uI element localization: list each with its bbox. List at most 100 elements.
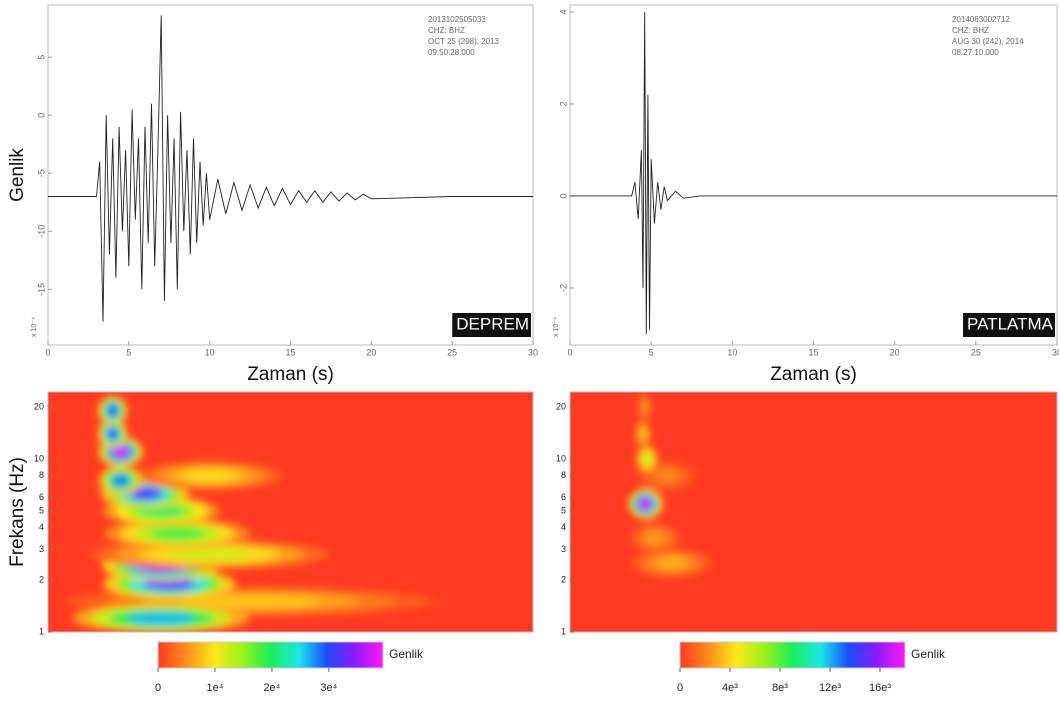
blob-ring (181, 469, 238, 483)
x-tick-label: 25 (447, 347, 457, 357)
y-tick-label: 2 (39, 574, 44, 584)
x-tick-label: 0 (45, 347, 50, 357)
blob (635, 444, 659, 474)
waveform (48, 15, 533, 322)
colorbar-tick-label: 1e⁴ (206, 682, 223, 694)
x-tick-label: 10 (727, 347, 737, 357)
y-axis-title: Genlik (7, 148, 28, 202)
y-tick-label: 6 (561, 492, 566, 502)
x-tick-label: 15 (285, 347, 295, 357)
blobs (65, 395, 435, 632)
x-tick-label: 20 (366, 347, 376, 357)
y-tick-label: 6 (39, 492, 44, 502)
waveform (570, 11, 1057, 335)
x-tick-label: 15 (808, 347, 818, 357)
blob-ring (640, 427, 646, 441)
x-tick-label: 0 (567, 347, 572, 357)
y-tick-label: 20 (34, 401, 44, 411)
y-tick-label: 4 (39, 522, 44, 532)
x-tick-label: 5 (126, 347, 131, 357)
blob (629, 523, 682, 553)
spectrogram (48, 392, 533, 632)
colorbar-tick-label: 2e⁴ (263, 682, 280, 694)
blob-ring (642, 400, 647, 414)
x-tick-label: 30 (528, 347, 538, 357)
tag: PATLATMA (963, 313, 1055, 337)
blob (628, 489, 663, 519)
x-tick-label: 25 (971, 347, 981, 357)
colorbar-tick-label: 3e⁴ (320, 682, 337, 694)
blob-ring (638, 497, 653, 511)
x-tick-label: 10 (205, 347, 215, 357)
y-axis-title: Frekans (Hz) (7, 457, 28, 567)
colorbar-tick-label: 4e³ (722, 682, 738, 694)
blob-ring (645, 531, 666, 545)
y-tick-label: -5 (36, 169, 46, 177)
y-tick-label: 10 (34, 453, 44, 463)
y-tick-label: -2 (558, 284, 568, 292)
tag: DEPREM (452, 313, 531, 337)
y-tick-label: 0 (36, 113, 46, 118)
plot-frame (47, 391, 534, 633)
blob-ring (655, 556, 688, 570)
blob-ring (107, 427, 119, 441)
blob-ring (127, 611, 196, 625)
y-tick-label: 8 (39, 470, 44, 480)
x-axis-title: Zaman (s) (770, 364, 857, 385)
y-tick-label: 5 (39, 505, 44, 515)
blob (630, 548, 713, 578)
x-axis-title: Zaman (s) (247, 364, 334, 385)
y-tick-label: 1 (561, 626, 566, 636)
header-text: OCT 25 (298), 2013 (428, 37, 500, 46)
colorbar-tick-label: 8e³ (772, 682, 788, 694)
blob (638, 392, 651, 422)
blob-ring (179, 595, 321, 608)
blob-ring (107, 404, 119, 418)
colorbar-tick-label: 12e³ (819, 682, 841, 694)
blob (635, 418, 651, 449)
y-tick-label: 20 (556, 401, 566, 411)
y-tick-label: 2 (558, 101, 568, 106)
header-text: AUG 30 (242), 2014 (952, 37, 1024, 46)
blob (72, 603, 250, 632)
blob-ring (112, 474, 130, 488)
colorbar (157, 641, 384, 669)
colorbar-label: Genlik (911, 647, 946, 661)
y-tick-label: 4 (558, 9, 568, 14)
blob-ring (164, 548, 255, 562)
spectrogram (570, 392, 1057, 632)
blob (135, 460, 284, 491)
header-text: 09:50:28.000 (428, 48, 475, 57)
tag-box (452, 313, 531, 337)
y-tick-label: 3 (561, 544, 566, 554)
blob-ring (149, 527, 206, 541)
y-tick-label: 3 (39, 544, 44, 554)
y-tick-label: 5 (36, 55, 46, 60)
colorbar-tick-label: 0 (155, 682, 161, 694)
tag-label: PATLATMA (967, 314, 1054, 333)
colorbar-label: Genlik (389, 647, 424, 661)
x-tick-label: 30 (1052, 347, 1059, 357)
y-tick-label: -10 (36, 225, 46, 238)
unit-label: x 10⁻⁴ (31, 317, 38, 337)
tag-label: DEPREM (456, 314, 529, 333)
y-tick-label: 5 (561, 505, 566, 515)
blob (103, 518, 252, 549)
y-tick-label: 2 (561, 574, 566, 584)
y-tick-label: -15 (36, 283, 46, 296)
blob-ring (656, 469, 679, 483)
x-tick-label: 20 (890, 347, 900, 357)
y-tick-label: 1 (39, 626, 44, 636)
y-tick-label: 10 (556, 453, 566, 463)
header-text: 2013102505033 (428, 15, 486, 24)
tag-box (963, 313, 1055, 337)
x-tick-label: 5 (649, 347, 654, 357)
header-text: CHZ: BHZ (952, 26, 989, 35)
blob-ring (112, 445, 130, 459)
colorbar (679, 641, 906, 669)
colorbar-tick-label: 0 (677, 682, 683, 694)
y-tick-label: 0 (558, 193, 568, 198)
header-text: CHZ: BHZ (428, 26, 465, 35)
